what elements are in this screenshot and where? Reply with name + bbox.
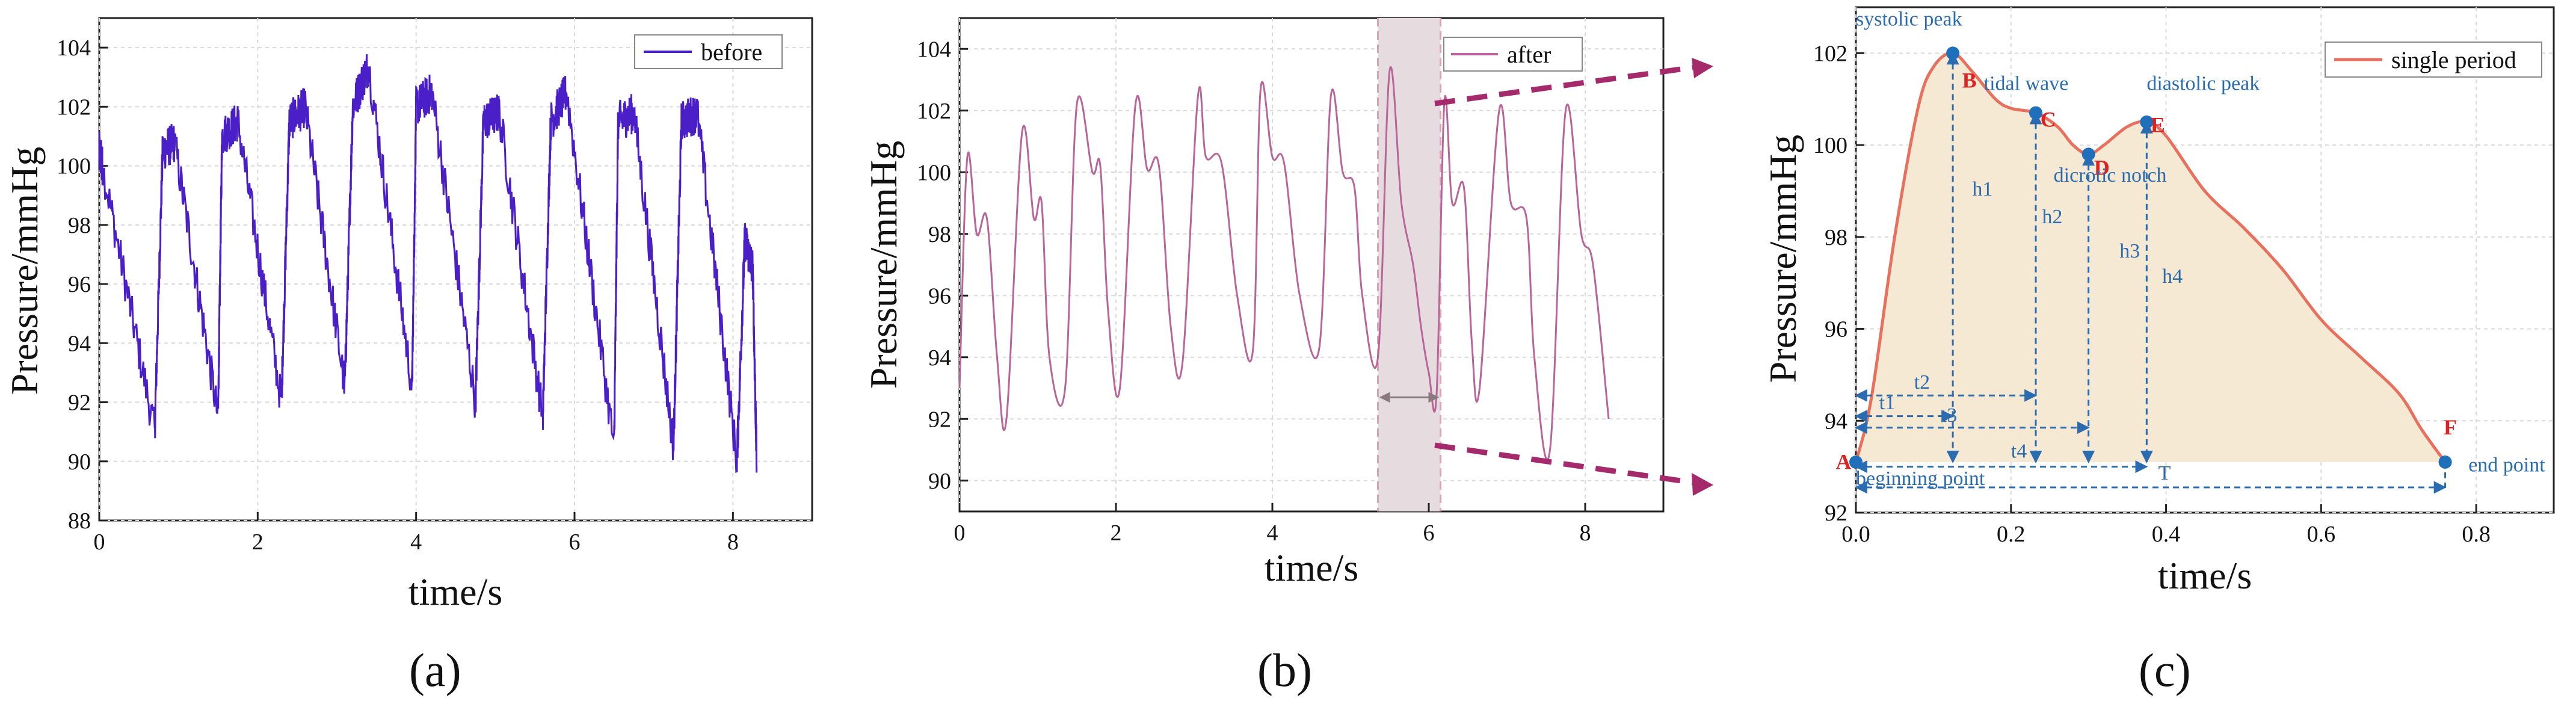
- x-tick-label: 0.4: [2152, 522, 2181, 547]
- x-tick-label: 2: [252, 529, 263, 555]
- zoom-arrowhead-bottom: [1692, 473, 1713, 496]
- y-tick-label: 98: [928, 222, 951, 247]
- chart-b-ylabel: Pressure/mmHg: [862, 141, 905, 389]
- point-C: [2029, 106, 2043, 120]
- x-tick-label: 0.0: [1841, 522, 1870, 547]
- x-tick-label: 4: [410, 529, 422, 555]
- annotation-dicrotic-notch: dicrotic notch: [2054, 164, 2167, 187]
- chart-a-xlabel: time/s: [408, 570, 502, 613]
- chart-c-ylabel: Pressure/mmHg: [1761, 135, 1804, 383]
- x-tick-label: 4: [1267, 520, 1278, 546]
- point-letter-F: F: [2444, 415, 2457, 439]
- panel-label-c: (c): [2139, 644, 2191, 696]
- chart-c-ticks: 0.0 0.2 0.4 0.6 0.8 92 94 96 98 100 102: [1813, 41, 2491, 547]
- x-tick-label: 6: [1423, 520, 1435, 546]
- y-tick-label: 104: [57, 36, 91, 61]
- y-tick-label: 102: [57, 94, 91, 120]
- label-t4: t4: [2011, 440, 2027, 462]
- point-E: [2140, 115, 2154, 129]
- x-tick-label: 0.2: [1997, 522, 2026, 547]
- panel-label-b: (b): [1257, 644, 1312, 696]
- x-tick-label: 0: [954, 520, 966, 546]
- zoom-arrow-top: [1434, 64, 1694, 107]
- point-F: [2438, 455, 2452, 469]
- x-tick-label: 2: [1111, 520, 1122, 546]
- y-tick-label: 90: [928, 469, 951, 494]
- point-letter-B: B: [1962, 69, 1977, 93]
- chart-b-legend: after: [1443, 37, 1583, 72]
- panel-label-a: (a): [409, 644, 461, 696]
- y-tick-label: 98: [68, 213, 91, 238]
- zoom-arrow-bottom: [1434, 442, 1694, 486]
- y-tick-label: 90: [68, 449, 91, 475]
- legend-label-single-period: single period: [2391, 46, 2516, 73]
- legend-label-after: after: [1507, 41, 1551, 68]
- x-tick-label: 0.8: [2462, 522, 2491, 547]
- y-tick-label: 92: [928, 407, 951, 432]
- y-tick-label: 102: [1813, 41, 1847, 66]
- y-tick-label: 100: [1813, 133, 1847, 158]
- zoom-arrowhead-top: [1692, 58, 1713, 78]
- y-tick-label: 94: [928, 345, 951, 371]
- label-h1: h1: [1972, 178, 1992, 200]
- annotation-systolic-peak: systolic peak: [1856, 8, 1962, 31]
- x-tick-label: 8: [727, 529, 739, 555]
- point-letter-C: C: [2041, 108, 2056, 132]
- y-tick-label: 100: [917, 160, 951, 185]
- point-D: [2081, 147, 2095, 161]
- annotation-tidal-wave: tidal wave: [1984, 72, 2069, 94]
- point-letter-A: A: [1835, 449, 1851, 474]
- label-t3: t3: [1941, 404, 1957, 427]
- x-tick-label: 0: [94, 529, 105, 555]
- legend-label-before: before: [701, 39, 762, 66]
- y-tick-label: 98: [1825, 225, 1847, 250]
- annotation-beginning-point: beginning point: [1856, 468, 1985, 490]
- chart-b-ticks: 0 2 4 6 8 90 92 94 96 98 100 102 104: [917, 37, 1591, 546]
- y-tick-label: 94: [68, 331, 91, 356]
- point-letter-D: D: [2094, 156, 2110, 180]
- label-h3: h3: [2119, 240, 2140, 262]
- y-tick-label: 96: [928, 283, 951, 309]
- label-h4: h4: [2162, 265, 2183, 288]
- chart-b: 0 2 4 6 8 90 92 94 96 98 100 102 104 after time/s Pr…: [862, 17, 1713, 696]
- y-tick-label: 96: [1825, 317, 1847, 342]
- series-before-line: [98, 54, 758, 474]
- label-h2: h2: [2042, 206, 2062, 228]
- point-letter-E: E: [2151, 113, 2165, 137]
- annotation-diastolic-peak: diastolic peak: [2146, 72, 2260, 94]
- y-tick-label: 94: [1825, 409, 1847, 434]
- key-points: A B C D E F: [1835, 46, 2457, 474]
- chart-c-xlabel: time/s: [2158, 554, 2252, 597]
- x-tick-label: 8: [1580, 520, 1591, 546]
- chart-c-legend: single period: [2325, 42, 2542, 78]
- y-tick-label: 92: [68, 391, 91, 416]
- point-B: [1946, 46, 1960, 60]
- chart-a-legend: before: [634, 34, 783, 69]
- y-tick-label: 92: [1825, 501, 1847, 526]
- annotation-end-point: end point: [2468, 454, 2545, 476]
- label-T: T: [2158, 462, 2171, 484]
- y-tick-label: 102: [917, 99, 951, 124]
- chart-b-xlabel: time/s: [1265, 546, 1358, 589]
- y-tick-label: 88: [68, 508, 91, 534]
- point-A: [1849, 455, 1863, 469]
- y-tick-label: 104: [917, 37, 951, 62]
- y-tick-label: 96: [68, 272, 91, 297]
- series-after-line: [958, 66, 1610, 461]
- chart-a-ylabel: Pressure/mmHg: [3, 147, 46, 395]
- label-t2: t2: [1914, 371, 1930, 394]
- y-tick-label: 100: [57, 154, 91, 179]
- x-tick-label: 6: [569, 529, 581, 555]
- label-t1: t1: [1879, 392, 1895, 414]
- x-tick-label: 0.6: [2307, 522, 2336, 547]
